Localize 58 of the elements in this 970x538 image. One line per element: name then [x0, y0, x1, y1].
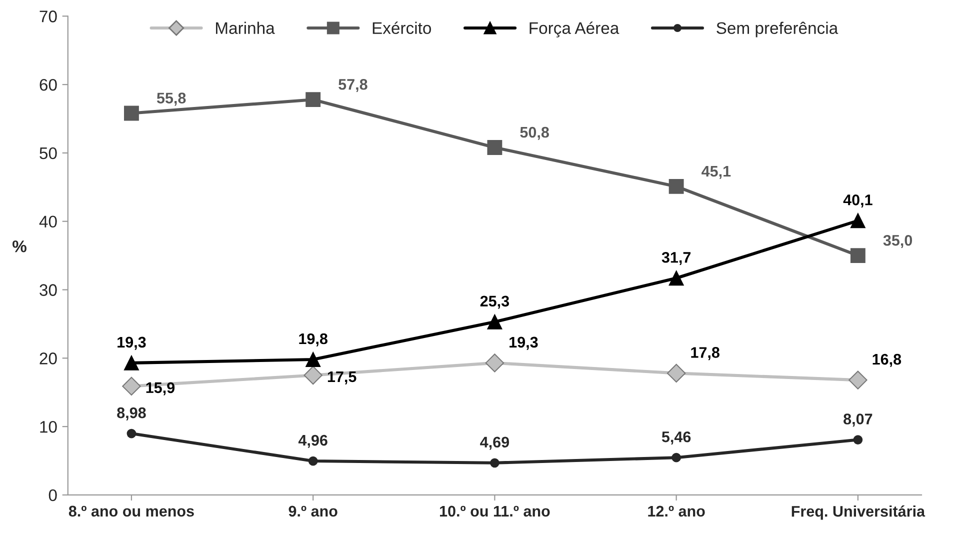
legend-label: Força Aérea	[530, 22, 620, 38]
data-label: 35,0	[883, 234, 912, 248]
point	[487, 140, 502, 155]
point	[668, 179, 684, 194]
y-tick-label: 20	[40, 352, 57, 364]
data-label: 19,3	[118, 336, 146, 350]
data-label: 16,8	[872, 354, 902, 367]
data-label: 4,96	[298, 434, 328, 448]
point	[124, 106, 139, 121]
data-label: 50,8	[520, 126, 549, 140]
point	[122, 376, 141, 396]
x-tick-label: 9.º ano	[288, 506, 338, 517]
point	[306, 352, 321, 367]
point	[124, 355, 139, 370]
legend-label: Marinha	[216, 22, 275, 34]
y-tick-label: 30	[40, 284, 57, 296]
data-label: 25,3	[480, 296, 510, 309]
y-tick-label: 70	[40, 10, 57, 22]
y-tick-label: 10	[40, 420, 57, 433]
y-tick-label: 50	[40, 147, 57, 160]
point	[672, 452, 682, 462]
y-tick-label: 60	[40, 78, 57, 91]
data-label: 4,69	[480, 436, 509, 450]
point	[126, 428, 136, 438]
point	[850, 248, 866, 264]
data-label: 8,98	[117, 407, 146, 420]
point	[848, 370, 868, 390]
point	[487, 314, 502, 330]
point	[668, 270, 684, 286]
data-label: 17,5	[328, 371, 356, 384]
x-tick-label: 8.º ano ou menos	[68, 506, 194, 517]
point	[666, 364, 686, 383]
data-label: 17,8	[691, 347, 720, 360]
point	[850, 213, 866, 228]
y-axis-title: %	[12, 240, 26, 252]
data-label: 55,8	[156, 92, 186, 106]
point	[490, 458, 500, 468]
data-label: 40,1	[843, 194, 872, 208]
point	[853, 435, 863, 444]
y-tick-label: 40	[39, 216, 57, 228]
data-label: 19,8	[299, 333, 328, 346]
data-label: 8,07	[844, 414, 872, 427]
x-tick-label: 12.º ano	[648, 506, 705, 517]
point	[485, 354, 504, 372]
legend-label: Exército	[372, 22, 432, 34]
y-tick-label: 0	[48, 489, 57, 502]
data-label: 31,7	[662, 252, 691, 265]
data-label: 19,3	[510, 336, 538, 350]
data-label: 57,8	[338, 78, 368, 92]
x-tick-label: Freq. Universitária	[792, 505, 926, 520]
legend-label: Sem preferência	[716, 22, 838, 38]
data-label: 5,46	[662, 431, 691, 444]
data-label: 45,1	[702, 166, 731, 179]
point	[306, 92, 321, 108]
point	[308, 456, 318, 466]
point	[304, 366, 322, 385]
data-label: 15,9	[146, 382, 175, 396]
x-tick-label: 10.º ou 11.º ano	[440, 506, 550, 517]
